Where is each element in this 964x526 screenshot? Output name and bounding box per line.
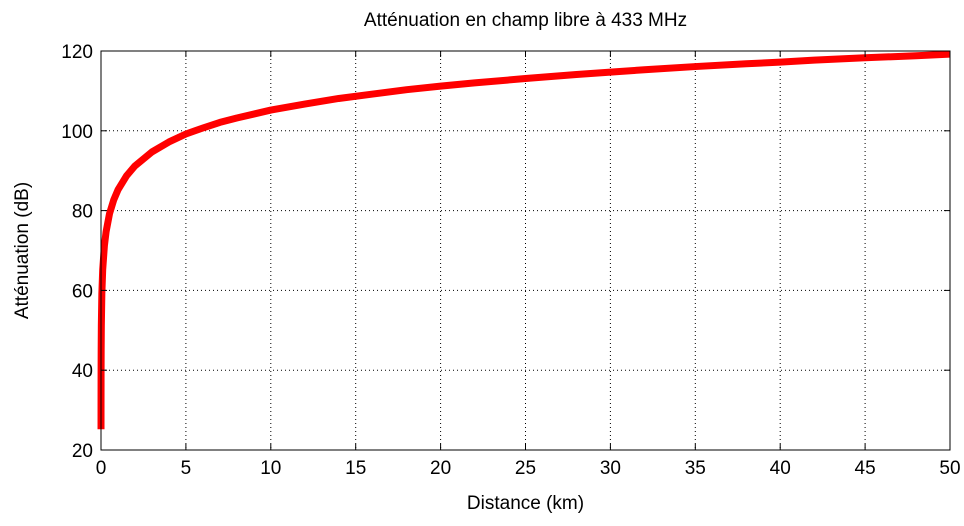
x-tick-label: 35 [685, 458, 706, 479]
plot-frame [100, 50, 951, 451]
grid-layer [101, 51, 950, 450]
x-tick-label: 50 [939, 458, 960, 479]
y-tick-label: 20 [72, 441, 93, 462]
x-axis-label: Distance (km) [467, 493, 584, 514]
y-tick-label: 40 [72, 361, 93, 382]
y-tick-label: 60 [72, 281, 93, 302]
x-tick-label: 25 [515, 458, 536, 479]
y-axis-label: Atténuation (dB) [12, 182, 33, 319]
x-tick-label: 30 [600, 458, 621, 479]
x-tick-label: 0 [96, 458, 107, 479]
y-tick-label: 80 [72, 202, 93, 223]
x-tick-label: 20 [430, 458, 451, 479]
x-tick-label: 40 [770, 458, 791, 479]
tick-layer: 0 5 10 15 20 25 30 35 40 45 50 20 40 60 80 100 120 [61, 42, 960, 479]
x-tick-label: 15 [345, 458, 366, 479]
series-line [97, 50, 951, 430]
series-layer [97, 50, 951, 430]
y-tick-label: 100 [61, 122, 93, 143]
x-tick-label: 45 [855, 458, 876, 479]
x-tick-label: 5 [181, 458, 192, 479]
y-tick-label: 120 [61, 42, 93, 63]
chart-title: Atténuation en champ libre à 433 MHz [364, 10, 687, 31]
x-tick-label: 10 [260, 458, 281, 479]
